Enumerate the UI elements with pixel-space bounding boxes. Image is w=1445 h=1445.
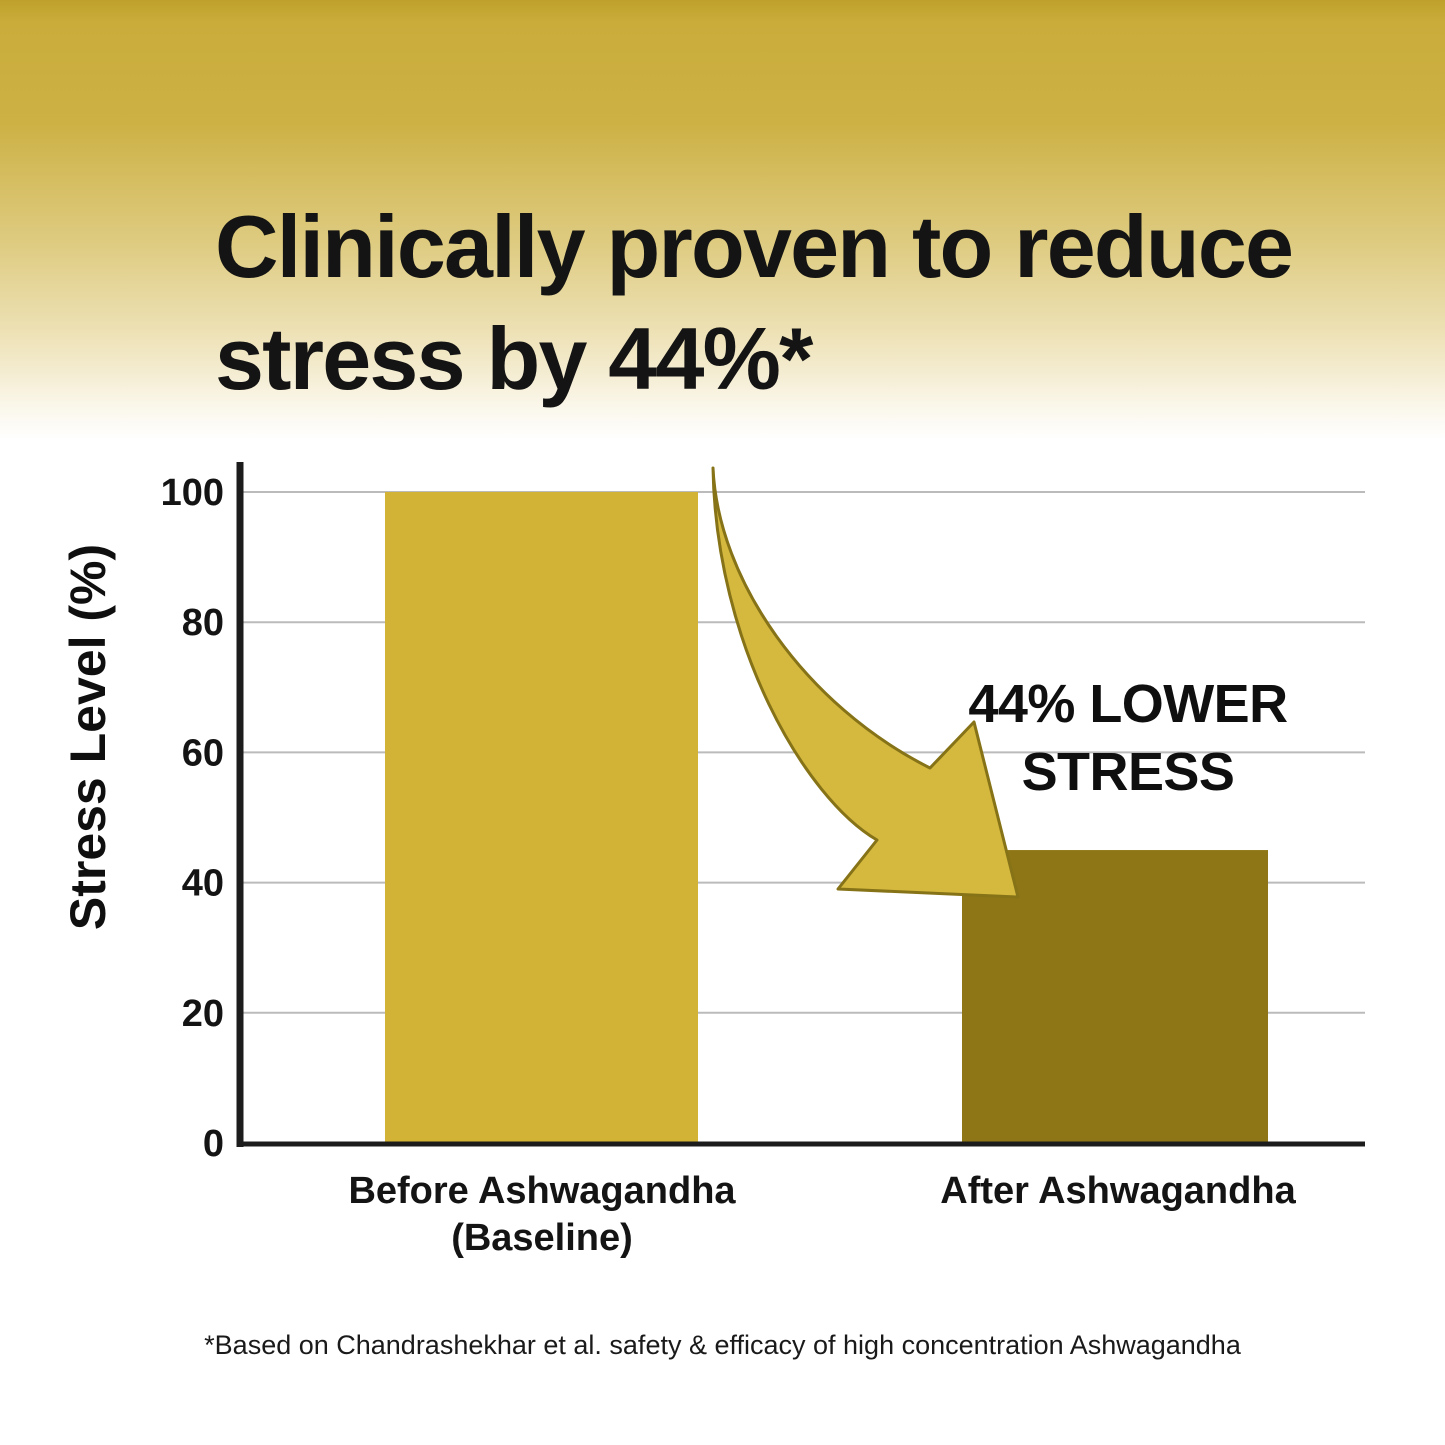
y-tick-label: 80 — [182, 602, 224, 644]
page-title-line2: stress by 44%* — [215, 308, 813, 408]
y-tick-label: 0 — [203, 1123, 224, 1165]
y-tick-label: 40 — [182, 863, 224, 905]
hero-gradient-banner — [0, 0, 1445, 440]
y-tick-label: 60 — [182, 732, 224, 774]
bar-before-ashwagandha — [385, 492, 698, 1143]
annotation-line2: STRESS — [1022, 742, 1235, 802]
page-title-line1: Clinically proven to reduce — [215, 196, 1294, 296]
decrease-arrow-icon — [711, 466, 1020, 899]
y-tick-label: 100 — [161, 472, 224, 514]
y-tick-label: 20 — [182, 993, 224, 1035]
bar-after-ashwagandha — [962, 850, 1268, 1143]
annotation-line1: 44% LOWER — [968, 674, 1287, 734]
page-title: Clinically proven to reduce stress by 44… — [215, 191, 1395, 415]
category-label-before-baseline: (Baseline) — [451, 1217, 633, 1259]
category-label-after: After Ashwagandha — [940, 1170, 1296, 1212]
category-label-before: Before Ashwagandha — [348, 1170, 736, 1212]
y-axis-title: Stress Level (%) — [60, 544, 116, 930]
footnote-citation: *Based on Chandrashekhar et al. safety &… — [204, 1330, 1241, 1360]
y-tick-labels: 0 20 40 60 80 100 — [161, 472, 224, 1165]
